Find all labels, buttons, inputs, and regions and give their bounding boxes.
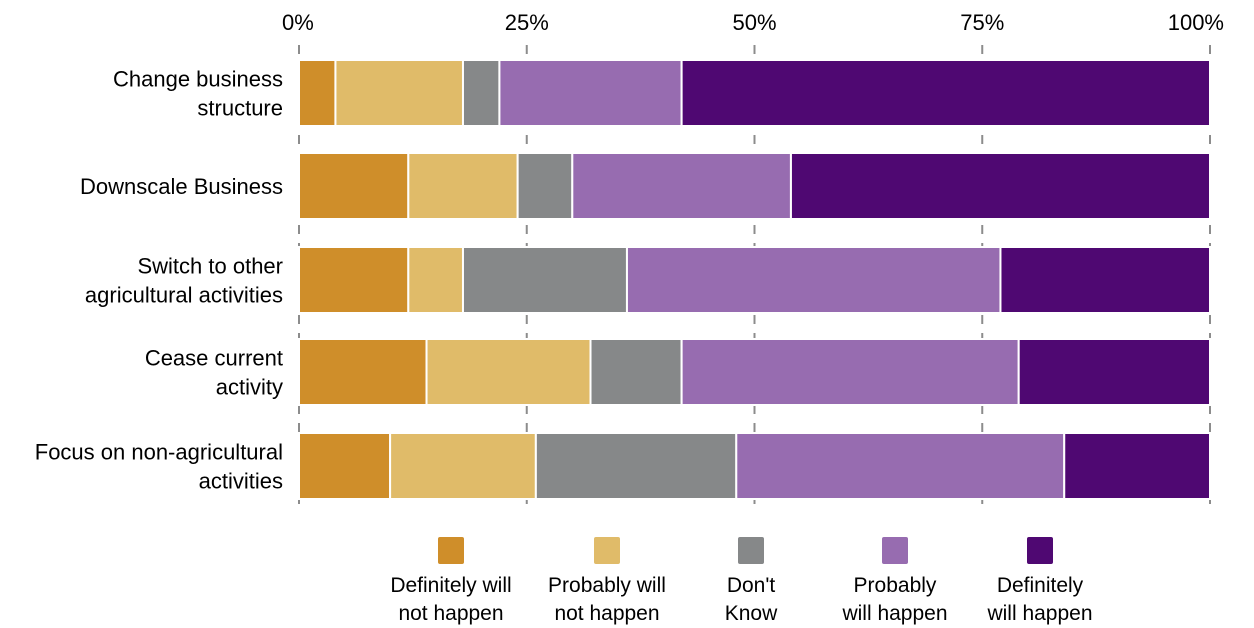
legend-swatch-3 [882, 537, 908, 564]
legend-label-4: Definitely will happen [986, 574, 1092, 625]
legend-label-2: Don't Know [725, 574, 778, 625]
bars [298, 59, 1211, 500]
bar-segment-2-2 [461, 246, 628, 314]
bar-segment-1-1 [407, 152, 519, 220]
bar-segment-1-0 [298, 152, 410, 220]
bar-segment-0-3 [498, 59, 683, 127]
x-tick-label-50: 50% [732, 10, 776, 35]
bar-segment-3-3 [680, 338, 1020, 406]
category-label-1: Downscale Business [80, 174, 283, 199]
legend-swatch-2 [738, 537, 764, 564]
x-tick-label-0: 0% [282, 10, 314, 35]
category-label-2: Switch to other agricultural activities [85, 254, 283, 308]
bar-segment-0-4 [680, 59, 1211, 127]
bar-segment-3-2 [589, 338, 683, 406]
bar-segment-4-1 [389, 432, 537, 500]
legend-swatch-1 [594, 537, 620, 564]
bar-segment-4-0 [298, 432, 392, 500]
legend-label-1: Probably will not happen [548, 574, 666, 625]
bar-segment-4-3 [735, 432, 1066, 500]
category-label-4: Focus on non-agricultural activities [35, 440, 283, 494]
bar-segment-3-4 [1017, 338, 1211, 406]
x-axis-ticks: 0% 25% 50% 75% 100% [282, 10, 1224, 35]
category-labels: Change business structure Downscale Busine… [35, 67, 283, 494]
category-label-3: Cease current activity [145, 346, 283, 400]
legend-label-3: Probably will happen [841, 574, 947, 625]
bar-segment-0-1 [334, 59, 464, 127]
bar-segment-0-0 [298, 59, 337, 127]
bar-segment-1-2 [516, 152, 574, 220]
legend-label-0: Definitely will not happen [390, 574, 511, 625]
bar-segment-2-0 [298, 246, 410, 314]
bar-segment-1-3 [571, 152, 792, 220]
bar-segment-4-4 [1063, 432, 1211, 500]
x-tick-label-75: 75% [960, 10, 1004, 35]
bar-segment-2-1 [407, 246, 464, 314]
bar-segment-2-3 [625, 246, 1002, 314]
legend: Definitely will not happen Probably will no… [390, 537, 1093, 625]
bar-segment-3-1 [425, 338, 592, 406]
bar-segment-2-4 [999, 246, 1211, 314]
legend-swatch-4 [1027, 537, 1053, 564]
bar-segment-4-2 [534, 432, 738, 500]
bar-segment-0-2 [461, 59, 501, 127]
x-tick-label-25: 25% [505, 10, 549, 35]
bar-segment-1-4 [789, 152, 1211, 220]
bar-segment-3-0 [298, 338, 428, 406]
category-label-0: Change business structure [113, 67, 283, 121]
x-tick-label-100: 100% [1168, 10, 1224, 35]
legend-swatch-0 [438, 537, 464, 564]
